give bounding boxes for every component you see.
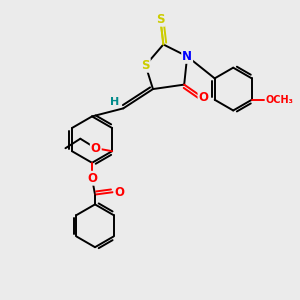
Text: O: O [91, 142, 101, 155]
Text: N: N [182, 50, 192, 63]
Text: S: S [156, 13, 165, 26]
Text: O: O [87, 172, 97, 185]
Text: S: S [141, 59, 150, 72]
Text: OCH₃: OCH₃ [266, 95, 293, 105]
Text: O: O [114, 186, 124, 199]
Text: H: H [110, 97, 119, 107]
Text: O: O [199, 92, 208, 104]
